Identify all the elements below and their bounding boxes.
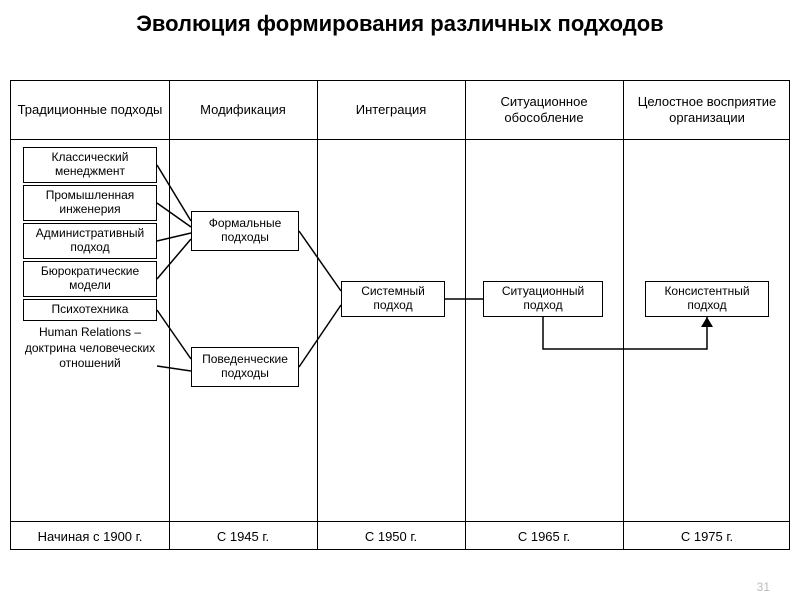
node-industrial: Промышленная инженерия [23, 185, 157, 221]
node-formal: Формальные подходы [191, 211, 299, 251]
header-divider [11, 139, 789, 140]
node-classical: Классический менеджмент [23, 147, 157, 183]
timeline-cell: С 1965 г. [465, 521, 623, 551]
node-human-relations: Human Relations – доктрина человеческих … [23, 325, 157, 407]
node-psycho: Психотехника [23, 299, 157, 321]
timeline-cell: С 1975 г. [623, 521, 791, 551]
col-divider [623, 81, 624, 549]
slide-number: 31 [757, 580, 770, 594]
page-title: Эволюция формирования различных подходов [0, 0, 800, 42]
col-header: Традиционные подходы [11, 81, 169, 139]
col-header: Целостное восприятие организации [623, 81, 791, 139]
col-divider [465, 81, 466, 549]
node-situational: Ситуационный подход [483, 281, 603, 317]
col-header: Ситуационное обособление [465, 81, 623, 139]
col-divider [169, 81, 170, 549]
node-admin: Административный подход [23, 223, 157, 259]
timeline-cell: Начиная с 1900 г. [11, 521, 169, 551]
timeline-cell: С 1950 г. [317, 521, 465, 551]
col-divider [317, 81, 318, 549]
node-systemic: Системный подход [341, 281, 445, 317]
diagram-frame: Традиционные подходы Модификация Интегра… [10, 80, 790, 550]
node-bureau: Бюрократические модели [23, 261, 157, 297]
node-consistent: Консистентный подход [645, 281, 769, 317]
node-behavioral: Поведенческие подходы [191, 347, 299, 387]
col-header: Интеграция [317, 81, 465, 139]
timeline-cell: С 1945 г. [169, 521, 317, 551]
col-header: Модификация [169, 81, 317, 139]
